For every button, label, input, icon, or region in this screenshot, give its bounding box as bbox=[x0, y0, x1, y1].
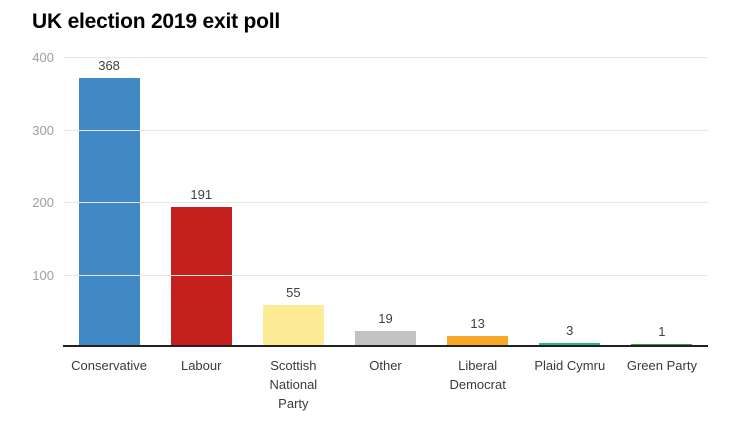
bar-liberal-democrat[interactable] bbox=[447, 336, 509, 345]
x-axis-label-line: Scottish bbox=[270, 358, 317, 373]
x-axis-labels: Conservative Labour Scottish National Party O… bbox=[63, 356, 708, 413]
x-axis-label-plaid-cymru: Plaid Cymru bbox=[524, 356, 616, 413]
gridline-200 bbox=[63, 202, 708, 203]
x-axis-label-line: Green Party bbox=[626, 358, 697, 373]
x-axis-label-line: Democrat bbox=[449, 377, 506, 392]
gridline-100 bbox=[63, 275, 708, 276]
chart-title: UK election 2019 exit poll bbox=[32, 10, 281, 33]
bar-green-party[interactable] bbox=[631, 344, 693, 345]
band-conservative: 368 bbox=[63, 57, 155, 345]
band-green-party: 1 bbox=[616, 57, 708, 345]
x-axis-label-liberal-democrat: Liberal Democrat bbox=[432, 356, 524, 413]
bar-labour[interactable] bbox=[170, 207, 232, 345]
bar-value-label-green-party: 1 bbox=[658, 324, 666, 339]
x-axis-label-scottish-national-party: Scottish National Party bbox=[247, 356, 339, 413]
bar-other[interactable] bbox=[354, 331, 416, 345]
plot-area: 368 191 55 19 13 3 1 bbox=[63, 57, 708, 347]
band-plaid-cymru: 3 bbox=[524, 57, 616, 345]
bar-value-label-liberal-democrat: 13 bbox=[470, 316, 485, 331]
band-labour: 191 bbox=[155, 57, 247, 345]
band-liberal-democrat: 13 bbox=[432, 57, 524, 345]
x-axis-label-line: Party bbox=[278, 396, 309, 411]
band-scottish-national-party: 55 bbox=[247, 57, 339, 345]
x-axis-label-green-party: Green Party bbox=[616, 356, 708, 413]
x-axis-label-line: Conservative bbox=[71, 358, 147, 373]
x-axis-label-line: National bbox=[269, 377, 318, 392]
y-axis-tick-label-300: 300 bbox=[32, 123, 54, 138]
bars-group: 368 191 55 19 13 3 1 bbox=[63, 57, 708, 345]
bar-value-label-conservative: 368 bbox=[98, 58, 120, 73]
x-axis-label-line: Liberal bbox=[458, 358, 498, 373]
bar-scottish-national-party[interactable] bbox=[262, 305, 324, 345]
x-axis-label-line: Other bbox=[369, 358, 402, 373]
bar-value-label-labour: 191 bbox=[190, 187, 213, 202]
bar-conservative[interactable] bbox=[78, 78, 140, 345]
x-axis-label-labour: Labour bbox=[155, 356, 247, 413]
bar-value-label-plaid-cymru: 3 bbox=[566, 323, 574, 338]
x-axis-label-line: Labour bbox=[180, 358, 222, 373]
x-axis-label-other: Other bbox=[339, 356, 431, 413]
bar-value-label-scottish-national-party: 55 bbox=[286, 285, 301, 300]
y-axis-tick-label-200: 200 bbox=[32, 195, 54, 210]
gridline-300 bbox=[63, 130, 708, 131]
band-other: 19 bbox=[339, 57, 431, 345]
bar-plaid-cymru[interactable] bbox=[539, 343, 601, 345]
x-axis-label-line: Plaid Cymru bbox=[534, 358, 606, 373]
x-axis-label-conservative: Conservative bbox=[63, 356, 155, 413]
bar-value-label-other: 19 bbox=[378, 311, 393, 326]
y-axis-tick-label-100: 100 bbox=[32, 268, 54, 283]
gridline-400 bbox=[63, 57, 708, 58]
y-axis-tick-label-400: 400 bbox=[32, 50, 54, 65]
